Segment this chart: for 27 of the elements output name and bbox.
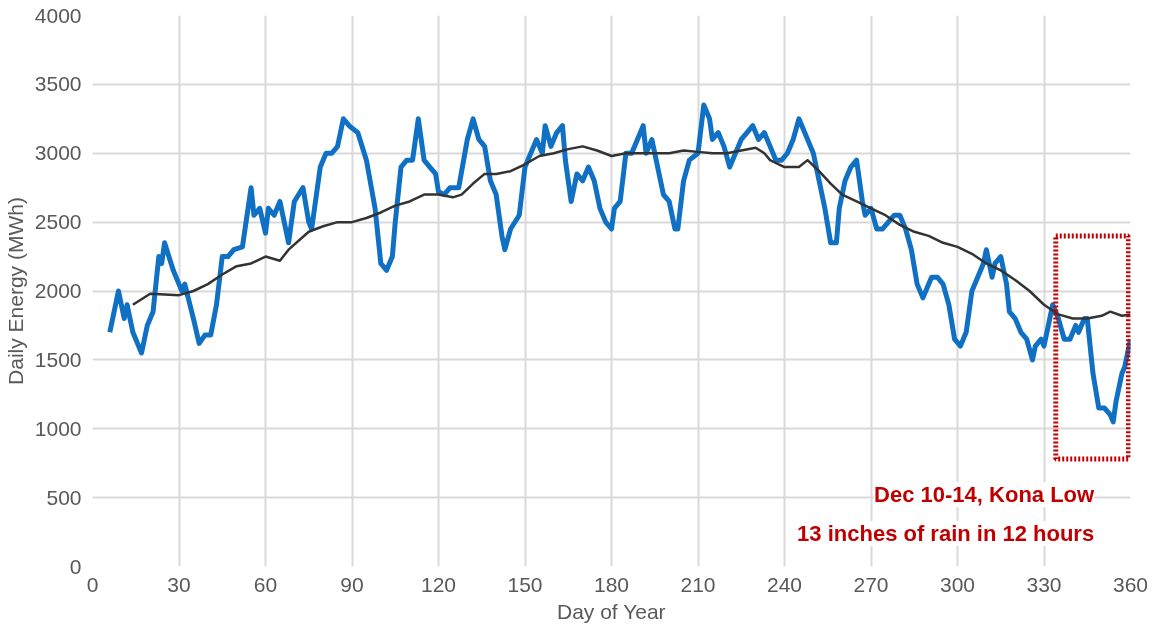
y-tick-label: 3500 bbox=[34, 72, 82, 96]
x-tick-label: 150 bbox=[507, 572, 543, 596]
x-tick-label: 330 bbox=[1026, 572, 1062, 596]
y-tick-label: 500 bbox=[46, 485, 82, 509]
annotation: Dec 10-14, Kona Low bbox=[874, 482, 1096, 508]
line-series bbox=[131, 145, 1131, 320]
x-tick-label: 270 bbox=[853, 572, 889, 596]
x-tick-label: 240 bbox=[766, 572, 803, 596]
y-tick-label: 1000 bbox=[34, 416, 82, 440]
y-tick-label: 4000 bbox=[34, 3, 82, 27]
y-tick-label: 3000 bbox=[34, 141, 82, 165]
x-tick-label: 60 bbox=[253, 572, 278, 596]
x-axis-title: Day of Year bbox=[557, 599, 666, 623]
x-tick-label: 90 bbox=[340, 572, 364, 596]
x-tick-label: 300 bbox=[939, 572, 976, 596]
y-tick-label: 2000 bbox=[34, 279, 82, 302]
x-tick-label: 120 bbox=[420, 572, 457, 596]
y-axis-title: Daily Energy (MWh) bbox=[3, 197, 27, 385]
x-tick-label: 0 bbox=[86, 572, 99, 596]
y-tick-label: 1500 bbox=[34, 347, 82, 371]
x-tick-label: 30 bbox=[167, 572, 191, 596]
annotation: 13 inches of rain in 12 hours bbox=[797, 520, 1095, 546]
x-tick-label: 360 bbox=[1112, 572, 1149, 596]
y-tick-label: 2500 bbox=[34, 210, 82, 234]
x-tick-label: 180 bbox=[593, 572, 630, 596]
y-tick-label: 0 bbox=[69, 554, 82, 578]
x-tick-label: 210 bbox=[680, 572, 716, 596]
